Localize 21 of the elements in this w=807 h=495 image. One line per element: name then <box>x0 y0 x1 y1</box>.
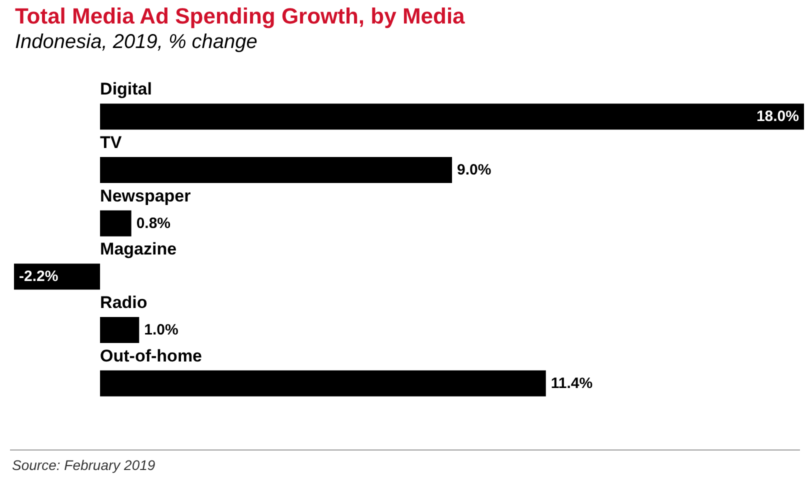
data-label: 18.0% <box>756 108 799 126</box>
data-label: 0.8% <box>136 214 171 232</box>
y-tick-label: Magazine <box>100 240 177 259</box>
bar <box>100 210 132 236</box>
bar <box>100 104 804 130</box>
chart-subtitle: Indonesia, 2019, % change <box>15 31 258 53</box>
bar <box>100 370 546 396</box>
data-label: 9.0% <box>457 162 492 178</box>
bar <box>14 264 100 290</box>
y-tick-label: TV <box>100 133 122 152</box>
data-label: -2.2% <box>19 268 58 286</box>
data-label: 11.4% <box>550 374 593 392</box>
y-tick-label: Newspaper <box>100 186 192 206</box>
bar <box>100 157 452 183</box>
y-tick-label: Digital <box>100 80 152 99</box>
y-tick-label: Radio <box>100 293 148 312</box>
data-label: 1.0% <box>144 322 178 338</box>
bar <box>100 317 140 343</box>
source-note: Source: February 2019 <box>12 457 156 473</box>
y-tick-label: Out-of-home <box>100 346 202 366</box>
chart-title: Total Media Ad Spending Growth, by Media <box>15 4 466 28</box>
